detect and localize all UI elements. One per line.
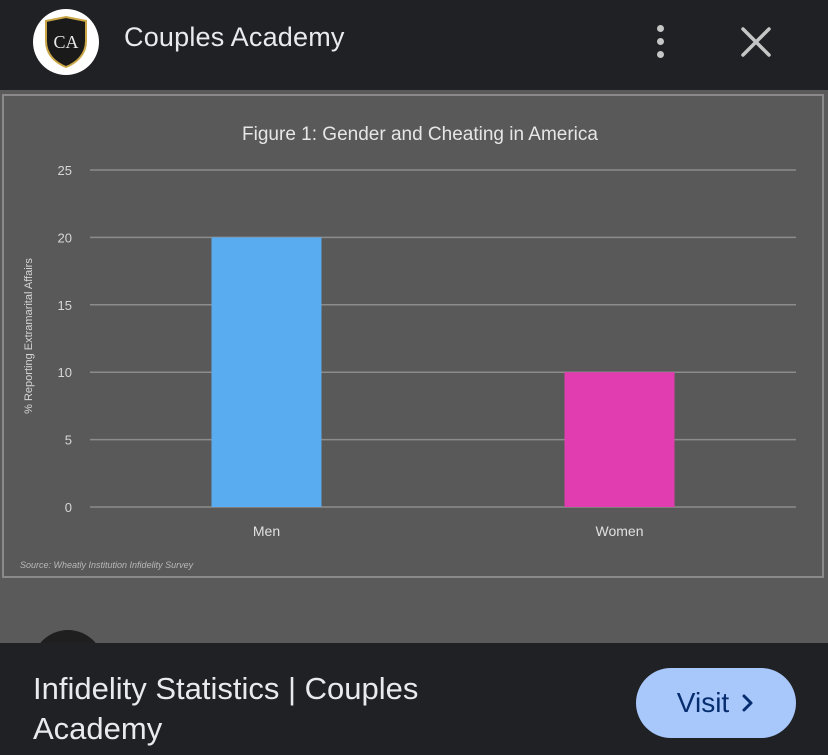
image-preview[interactable]: Figure 1: Gender and Cheating in America… [0,90,828,702]
source-note: Source: Wheatly Institution Infidelity S… [20,560,194,570]
chart: Figure 1: Gender and Cheating in America… [2,94,824,578]
chart-title: Figure 1: Gender and Cheating in America [242,124,598,145]
bar-men [211,237,322,507]
y-tick-label: 20 [58,230,72,245]
y-axis-label: % Reporting Extramarital Affairs [23,258,35,414]
header: CA Couples Academy [0,0,828,90]
shield-icon: CA [45,15,87,69]
x-tick-label: Men [253,523,280,539]
close-icon [741,27,771,57]
close-button[interactable] [734,20,778,64]
y-tick-label: 5 [65,433,72,448]
x-tick-label: Women [596,523,644,539]
site-logo[interactable]: CA [33,9,99,75]
visit-label: Visit [676,687,730,718]
footer: Infidelity Statistics | Couples Academy … [0,643,828,755]
bar-women [564,372,675,507]
y-tick-label: 25 [58,163,72,178]
visit-button[interactable]: Visit [636,668,796,738]
more-options-button[interactable] [640,18,680,64]
page-title[interactable]: Infidelity Statistics | Couples Academy [33,671,419,746]
site-name[interactable]: Couples Academy [124,22,345,52]
logo-initials: CA [53,32,78,52]
y-tick-label: 10 [58,365,72,380]
bar-chart: Figure 1: Gender and Cheating in America… [20,124,796,570]
more-vert-icon [656,24,664,32]
chevron-right-icon [742,694,753,712]
y-tick-label: 15 [58,298,72,313]
y-tick-label: 0 [65,500,72,515]
